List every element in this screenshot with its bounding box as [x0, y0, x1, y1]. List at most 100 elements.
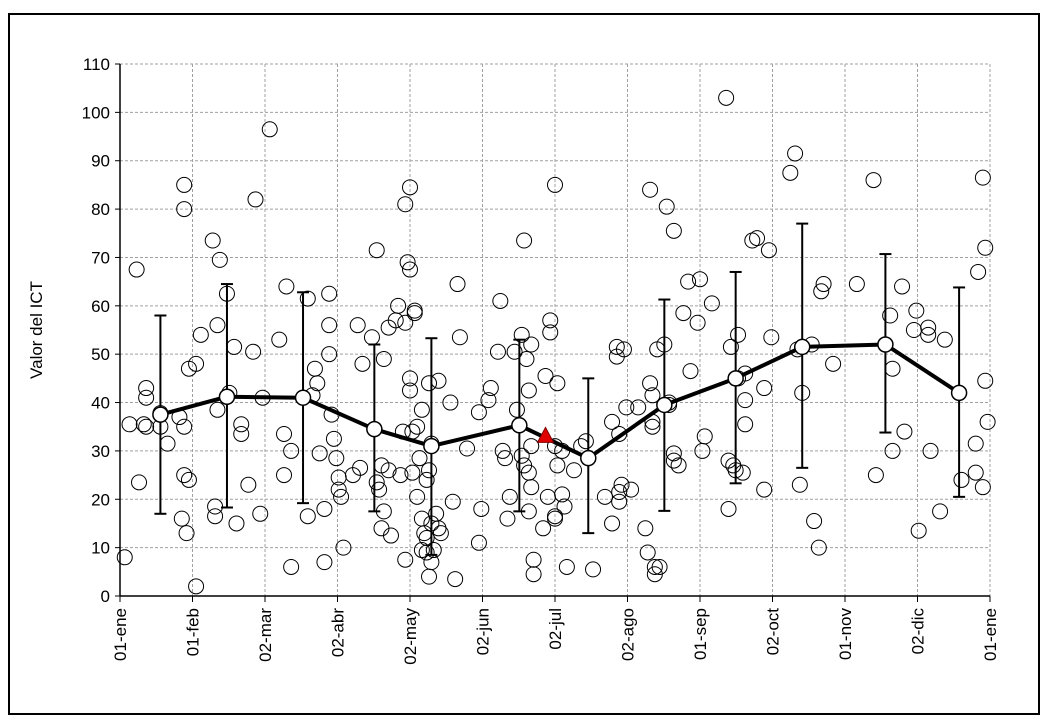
- data-point: [970, 263, 987, 280]
- data-point: [787, 145, 804, 162]
- chart-frame: [8, 13, 1040, 715]
- y-tick-label: 10: [91, 539, 110, 558]
- data-point: [473, 500, 490, 517]
- data-point: [623, 481, 640, 498]
- data-point: [508, 401, 525, 418]
- data-point: [321, 317, 338, 334]
- y-tick-label: 90: [91, 152, 110, 171]
- data-point: [432, 525, 449, 542]
- data-point: [646, 558, 663, 575]
- data-point: [506, 343, 523, 360]
- y-tick-label: 30: [91, 442, 110, 461]
- data-point: [630, 399, 647, 416]
- data-point: [730, 326, 747, 343]
- mean-point: [950, 384, 968, 402]
- data-point: [611, 425, 628, 442]
- mean-point: [152, 406, 169, 423]
- data-point: [642, 181, 659, 198]
- data-point: [967, 435, 984, 452]
- data-point: [176, 176, 193, 193]
- data-point: [482, 380, 499, 397]
- data-point: [299, 508, 316, 525]
- data-point: [459, 440, 476, 457]
- data-point: [520, 382, 537, 399]
- data-point: [756, 380, 773, 397]
- data-point: [703, 295, 720, 312]
- data-point: [135, 416, 152, 433]
- data-point: [480, 392, 497, 409]
- mean-point: [423, 437, 440, 455]
- data-point: [525, 566, 542, 583]
- data-point: [611, 484, 628, 501]
- data-point: [409, 418, 426, 435]
- data-point: [204, 232, 221, 249]
- data-point: [397, 551, 414, 568]
- y-tick-label: 110: [83, 55, 110, 74]
- data-point: [176, 467, 193, 484]
- data-point: [402, 370, 418, 387]
- data-point: [240, 476, 257, 493]
- mean-point: [366, 420, 383, 438]
- x-tick-label: 01-feb: [184, 608, 203, 656]
- data-point: [399, 254, 416, 271]
- mean-point: [877, 336, 894, 353]
- data-point: [176, 418, 193, 435]
- data-point: [138, 418, 155, 435]
- data-point: [173, 510, 190, 527]
- data-point: [283, 558, 300, 575]
- data-point: [283, 442, 300, 459]
- data-point: [209, 317, 226, 334]
- data-point: [375, 351, 392, 368]
- data-point: [138, 389, 155, 406]
- data-point: [665, 452, 682, 469]
- data-point: [815, 276, 832, 293]
- data-point: [977, 239, 994, 256]
- data-point: [368, 242, 385, 259]
- data-point: [335, 539, 352, 556]
- data-point: [979, 413, 996, 430]
- data-point: [675, 305, 692, 322]
- data-point: [896, 423, 913, 440]
- data-point: [261, 121, 278, 138]
- data-point: [848, 276, 865, 293]
- x-tick-label: 02-ago: [619, 608, 638, 661]
- data-point: [116, 549, 133, 566]
- data-point: [865, 172, 882, 189]
- data-point: [665, 222, 682, 239]
- data-point: [639, 544, 656, 561]
- data-point: [311, 445, 328, 462]
- data-point: [618, 399, 635, 416]
- data-point: [382, 527, 399, 544]
- mean-point: [793, 338, 811, 356]
- data-point: [316, 554, 333, 571]
- data-point: [413, 401, 430, 418]
- data-point: [449, 276, 466, 293]
- data-point: [737, 392, 754, 409]
- mean-point: [656, 396, 673, 414]
- data-point: [128, 261, 145, 278]
- data-point: [670, 457, 687, 474]
- data-point: [352, 459, 369, 476]
- y-tick-label: 50: [91, 345, 110, 364]
- data-point: [806, 513, 823, 530]
- data-point: [397, 196, 414, 213]
- data-point: [658, 198, 675, 215]
- data-point: [402, 179, 418, 196]
- data-point: [974, 479, 991, 496]
- data-point: [421, 375, 438, 392]
- mean-point: [580, 449, 597, 467]
- y-tick-label: 0: [101, 587, 110, 606]
- data-point: [513, 326, 530, 343]
- y-axis-label: Valor del ICT: [27, 281, 46, 379]
- data-point: [447, 571, 464, 588]
- data-point: [397, 314, 414, 331]
- data-point: [207, 508, 224, 525]
- x-tick-label: 02-jun: [474, 608, 493, 655]
- data-point: [537, 367, 554, 384]
- data-point: [501, 488, 518, 505]
- x-tick-label: 01-ene: [111, 608, 130, 661]
- data-point: [121, 416, 138, 433]
- data-point: [523, 438, 540, 455]
- data-point: [523, 336, 540, 353]
